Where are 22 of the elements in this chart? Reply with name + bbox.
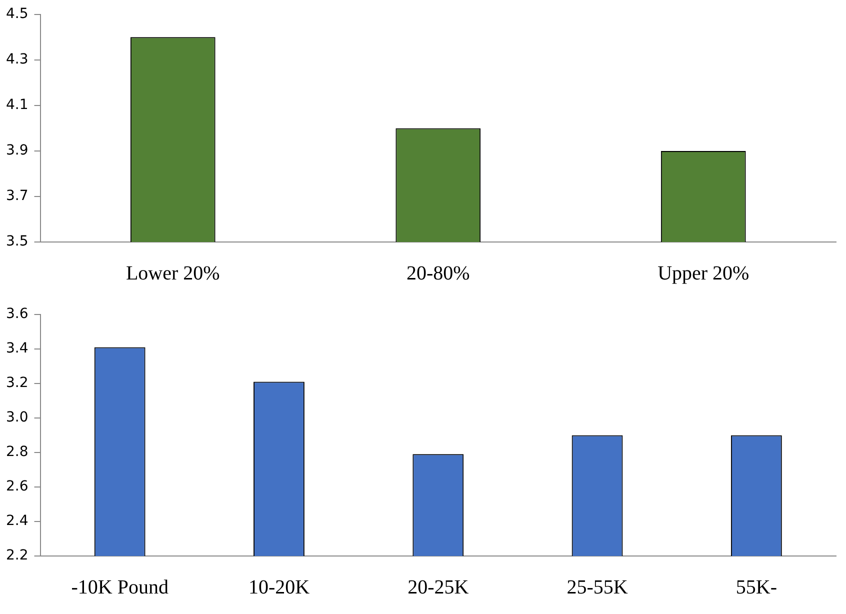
x-tick-label: 10-20K xyxy=(248,576,310,598)
y-tick-label: 4.1 xyxy=(6,97,28,114)
x-tick-label: 55K- xyxy=(736,576,777,598)
x-tick-label: -10K Pound xyxy=(71,576,168,598)
y-tick-label: 2.2 xyxy=(6,548,28,564)
x-tick-label: Upper 20% xyxy=(658,262,750,284)
y-tick-label: 3.9 xyxy=(6,142,28,159)
y-tick-label: 4.3 xyxy=(6,52,28,68)
y-tick-label: 2.8 xyxy=(6,444,28,460)
x-tick-label: 20-80% xyxy=(406,262,470,284)
y-tick-label: 3.0 xyxy=(6,410,28,426)
y-tick-label: 2.4 xyxy=(6,513,28,530)
y-tick-label: 3.7 xyxy=(6,188,28,204)
y-tick-label: 4.5 xyxy=(6,6,28,22)
x-tick-label: Lower 20% xyxy=(126,262,220,284)
y-tick-label: 3.4 xyxy=(6,340,28,357)
y-tick-label: 3.2 xyxy=(6,375,28,392)
y-tick-label: 3.5 xyxy=(6,234,28,250)
x-tick-label: 20-25K xyxy=(408,576,470,598)
y-tick-label: 3.6 xyxy=(6,306,28,322)
x-tick-label: 25-55K xyxy=(566,576,628,598)
y-tick-label: 2.6 xyxy=(6,478,28,495)
